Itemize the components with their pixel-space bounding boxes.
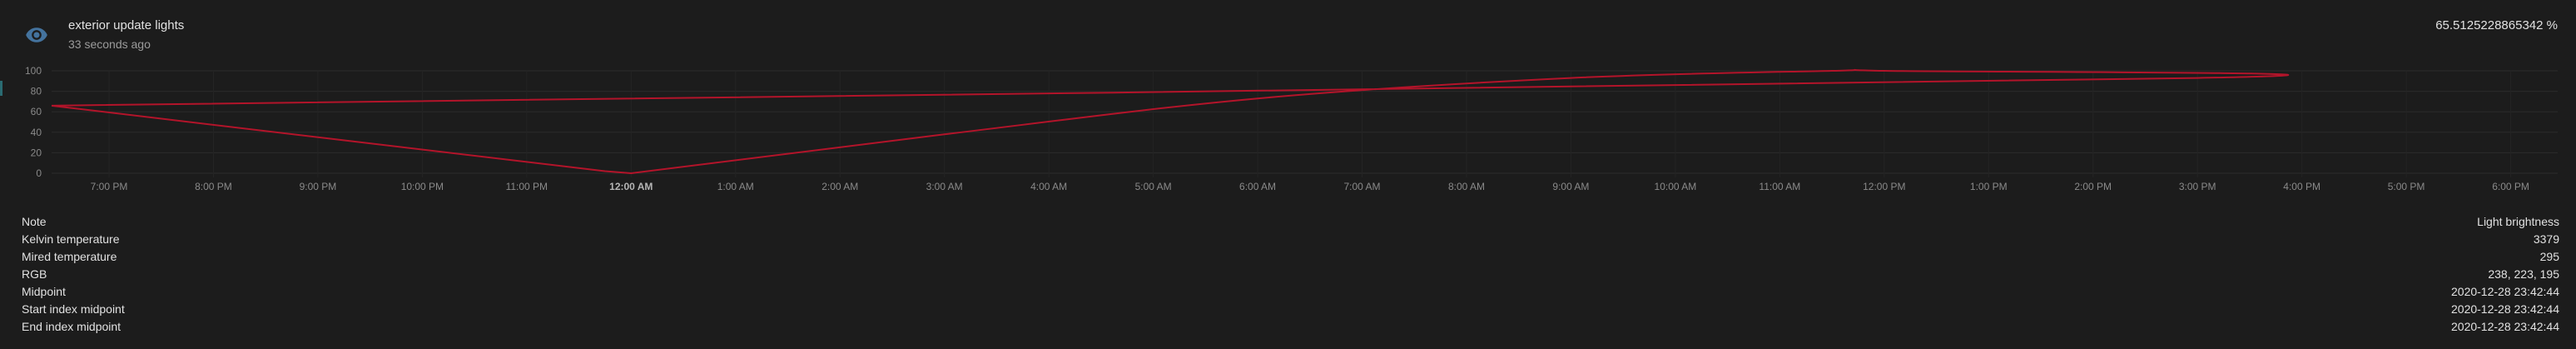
attribute-value: 3379 xyxy=(2533,232,2559,246)
card-header: exterior update lights 33 seconds ago 65… xyxy=(0,0,2576,67)
attribute-row: Kelvin temperature 3379 xyxy=(22,230,2559,247)
x-tick-label: 2:00 AM xyxy=(821,181,858,192)
y-tick-label: 60 xyxy=(31,106,42,117)
x-tick-label: 5:00 PM xyxy=(2388,181,2425,192)
attribute-value: 295 xyxy=(2539,249,2559,263)
attribute-value: 2020-12-28 23:42:44 xyxy=(2451,284,2559,298)
x-tick-label: 6:00 PM xyxy=(2492,181,2529,192)
entity-state: 65.5125228865342 % xyxy=(2435,18,2558,32)
x-tick-label: 7:00 PM xyxy=(91,181,128,192)
history-chart[interactable]: 0 20 40 60 80 100 7:00 PM 8:00 PM 9:00 PM 10:00 P… xyxy=(0,58,2576,200)
y-tick-label: 40 xyxy=(31,127,42,138)
attribute-row: Midpoint 2020-12-28 23:42:44 xyxy=(22,282,2559,300)
attribute-label: Kelvin temperature xyxy=(22,232,120,246)
x-tick-label: 10:00 AM xyxy=(1655,181,1697,192)
y-tick-label: 100 xyxy=(25,65,42,77)
x-tick-label: 9:00 PM xyxy=(300,181,337,192)
attribute-row: End index midpoint 2020-12-28 23:42:44 xyxy=(22,317,2559,335)
attribute-label: Note xyxy=(22,214,47,228)
attribute-row: RGB 238, 223, 195 xyxy=(22,265,2559,282)
edge-indicator xyxy=(0,81,2,96)
y-tick-label: 0 xyxy=(36,167,42,179)
last-changed-time: 33 seconds ago xyxy=(68,37,151,51)
attribute-value: 2020-12-28 23:42:44 xyxy=(2451,302,2559,316)
x-tick-label: 1:00 AM xyxy=(717,181,754,192)
attribute-row: Mired temperature 295 xyxy=(22,247,2559,265)
x-tick-label: 5:00 AM xyxy=(1135,181,1172,192)
x-tick-label: 4:00 PM xyxy=(2283,181,2320,192)
x-tick-label: 4:00 AM xyxy=(1030,181,1067,192)
x-tick-label: 9:00 AM xyxy=(1552,181,1589,192)
eye-icon[interactable] xyxy=(25,23,48,47)
x-tick-label: 11:00 AM xyxy=(1759,181,1800,192)
x-tick-label: 6:00 AM xyxy=(1239,181,1276,192)
x-tick-label: 12:00 PM xyxy=(1863,181,1905,192)
y-tick-label: 20 xyxy=(31,147,42,158)
attribute-label: Midpoint xyxy=(22,284,66,298)
series-line[interactable] xyxy=(51,68,2290,175)
x-tick-label: 3:00 AM xyxy=(926,181,963,192)
x-tick-label: 8:00 AM xyxy=(1448,181,1485,192)
x-tick-label: 11:00 PM xyxy=(506,181,548,192)
x-tick-label: 2:00 PM xyxy=(2074,181,2112,192)
attribute-label: Start index midpoint xyxy=(22,302,125,316)
x-tick-label: 12:00 AM xyxy=(609,181,653,192)
chart-svg: 0 20 40 60 80 100 7:00 PM 8:00 PM 9:00 PM 10:00 P… xyxy=(25,65,2558,192)
attribute-label: RGB xyxy=(22,267,47,281)
x-tick-label: 10:00 PM xyxy=(401,181,444,192)
attribute-row: Note Light brightness xyxy=(22,212,2559,230)
attributes-list: Note Light brightness Kelvin temperature 33… xyxy=(22,212,2559,335)
attribute-value: 238, 223, 195 xyxy=(2488,267,2559,281)
x-tick-label: 8:00 PM xyxy=(195,181,232,192)
entity-name[interactable]: exterior update lights xyxy=(68,18,185,32)
attribute-label: Mired temperature xyxy=(22,249,117,263)
x-tick-label: 1:00 PM xyxy=(1970,181,2008,192)
attribute-value: Light brightness xyxy=(2477,214,2559,228)
y-tick-label: 80 xyxy=(31,86,42,97)
x-tick-label: 3:00 PM xyxy=(2179,181,2216,192)
attribute-value: 2020-12-28 23:42:44 xyxy=(2451,319,2559,333)
attribute-row: Start index midpoint 2020-12-28 23:42:44 xyxy=(22,300,2559,317)
attribute-label: End index midpoint xyxy=(22,319,122,333)
x-tick-label: 7:00 AM xyxy=(1343,181,1380,192)
